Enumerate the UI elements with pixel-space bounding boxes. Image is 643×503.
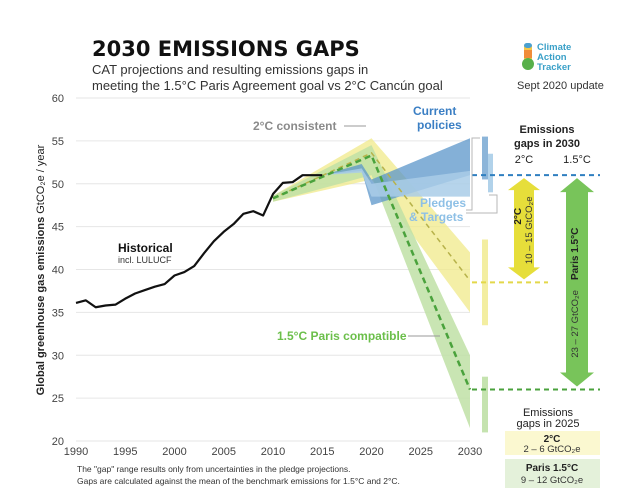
footnote-line-2: Gaps are calculated against the mean of … xyxy=(77,476,400,486)
pledges-band xyxy=(322,168,470,197)
one5-range-2030 xyxy=(482,376,488,433)
one5-band xyxy=(273,145,470,429)
series-lines xyxy=(75,151,600,391)
y-gridlines xyxy=(76,97,470,442)
gaps-2025-title-2: gaps in 2025 xyxy=(517,418,580,430)
logo-line-3: Tracker xyxy=(537,62,571,73)
chart-title: 2030 EMISSIONS GAPS xyxy=(92,37,360,61)
gap-2025-2c-box xyxy=(505,431,600,455)
subtitle-line-1: CAT projections and resulting emissions … xyxy=(92,62,368,77)
gap-2c-range: 10 – 15 GtCO₂e xyxy=(524,196,535,264)
thermometer-icon xyxy=(522,43,534,70)
current-policies-label-line-1: Current xyxy=(413,104,456,118)
x-tick-2015: 2015 xyxy=(310,446,334,458)
current-policies-band xyxy=(322,138,470,206)
gap-2025-15c-range: 9 – 12 GtCO₂e xyxy=(521,475,583,486)
climate-action-tracker-logo: Climate Action Tracker xyxy=(522,42,571,73)
logo-line-2: Action xyxy=(537,52,567,63)
gap-2025-2c-range: 2 – 6 GtCO₂e xyxy=(523,444,580,455)
x-tick-1990: 1990 xyxy=(64,446,88,458)
one5-label: 1.5°C Paris compatible xyxy=(277,329,407,343)
x-tick-2005: 2005 xyxy=(212,446,236,458)
y-axis-label: Global greenhouse gas emissions GtCO₂e /… xyxy=(35,144,47,395)
pledges-leader-bottom xyxy=(466,194,498,214)
gaps-2030-title-1: Emissions xyxy=(519,124,574,136)
gap-2025-15c-box xyxy=(505,459,600,488)
gap-15c-title: Paris 1.5°C xyxy=(570,228,581,280)
gap-2c-title: 2°C xyxy=(513,208,524,225)
y-axis-unit: GtCO₂e / year xyxy=(35,144,47,213)
historical-line xyxy=(75,174,323,309)
gaps-2030-col-2c: 2°C xyxy=(515,154,534,166)
current-policies-range-2030 xyxy=(482,136,488,180)
y-tick-30: 30 xyxy=(52,350,64,362)
one5-mean-line xyxy=(272,153,472,391)
y-tick-40: 40 xyxy=(52,265,64,277)
y-tick-25: 25 xyxy=(52,393,64,405)
historical-label: Historical xyxy=(118,241,173,255)
two-c-mean-line xyxy=(272,151,471,282)
y-tick-20: 20 xyxy=(52,436,64,448)
gaps-2025-title-1: Emissions xyxy=(523,407,574,419)
y-tick-45: 45 xyxy=(52,222,64,234)
pledges-label-line-2: & Targets xyxy=(409,210,464,224)
gaps-2030-title-2: gaps in 2030 xyxy=(514,138,580,150)
x-tick-2020: 2020 xyxy=(359,446,383,458)
footnote-line-1: The "gap" range results only from uncert… xyxy=(77,464,350,474)
pledges-leader-top xyxy=(466,137,480,211)
gap-2c-arrow xyxy=(508,178,540,280)
y-tick-55: 55 xyxy=(52,136,64,148)
gap-2025-2c-title: 2°C xyxy=(544,434,561,445)
x-tick-2000: 2000 xyxy=(162,446,186,458)
y-tick-35: 35 xyxy=(52,307,64,319)
gaps-2030-col-15c: 1.5°C xyxy=(563,154,591,166)
x-tick-2025: 2025 xyxy=(409,446,433,458)
pledges-range-2030 xyxy=(488,153,493,193)
y-axis-label-text: Global greenhouse gas emissions xyxy=(35,217,47,396)
y-tick-50: 50 xyxy=(52,179,64,191)
update-label: Sept 2020 update xyxy=(517,80,604,92)
two-c-consistent-label: 2°C consistent xyxy=(253,119,336,133)
subtitle-line-2: meeting the 1.5°C Paris Agreement goal v… xyxy=(92,78,443,93)
historical-sublabel: incl. LULUCF xyxy=(118,255,172,265)
pledges-label-line-1: Pledges xyxy=(420,196,466,210)
scenario-bands xyxy=(273,136,493,433)
gap-2025-15c-title: Paris 1.5°C xyxy=(526,463,578,474)
gap-15c-range: 23 – 27 GtCO₂e xyxy=(570,290,581,358)
logo-line-1: Climate xyxy=(537,42,571,53)
x-tick-1995: 1995 xyxy=(113,446,137,458)
x-tick-2010: 2010 xyxy=(261,446,285,458)
gap-15c-arrow xyxy=(560,178,594,387)
y-tick-60: 60 xyxy=(52,93,64,105)
x-tick-2030: 2030 xyxy=(458,446,482,458)
current-policies-label-line-2: policies xyxy=(417,118,462,132)
